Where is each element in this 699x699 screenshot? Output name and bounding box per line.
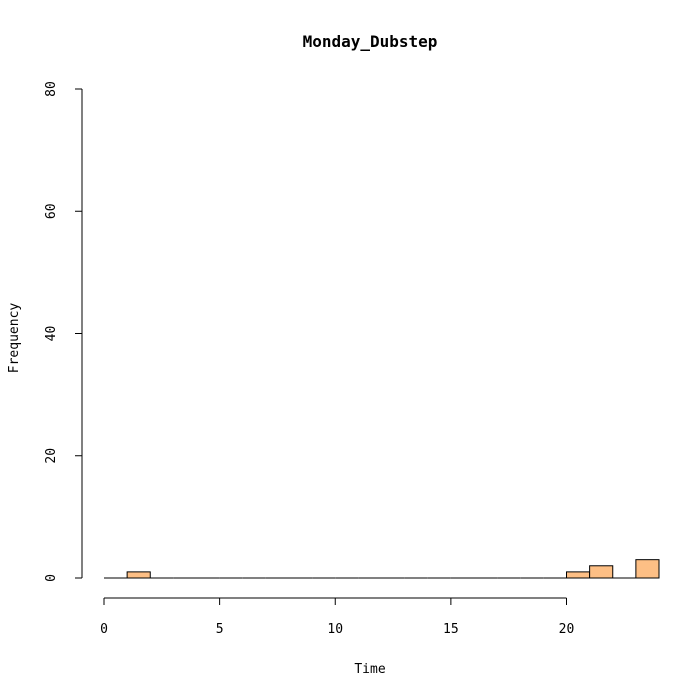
histogram-bar	[566, 571, 591, 579]
histogram-bar	[589, 565, 614, 579]
x-tick-label: 10	[327, 622, 343, 637]
chart-title: Monday_Dubstep	[303, 32, 438, 51]
y-axis: 0 20 40 60 80	[44, 81, 83, 582]
histogram-bar	[126, 571, 151, 579]
histogram-bar	[635, 559, 660, 579]
x-axis: 0 5 10 15 20	[100, 597, 575, 637]
y-tick-label: 60	[44, 203, 59, 219]
y-axis-label: Frequency	[7, 303, 22, 374]
y-tick-label: 40	[44, 326, 59, 342]
x-tick-label: 15	[443, 622, 459, 637]
bar-series	[104, 559, 660, 579]
x-tick-label: 5	[216, 622, 224, 637]
y-tick-label: 20	[44, 448, 59, 464]
x-tick-label: 0	[100, 622, 108, 637]
x-tick-label: 20	[559, 622, 575, 637]
x-axis-label: Time	[354, 662, 385, 677]
y-tick-label: 80	[44, 81, 59, 97]
y-tick-label: 0	[44, 574, 59, 582]
